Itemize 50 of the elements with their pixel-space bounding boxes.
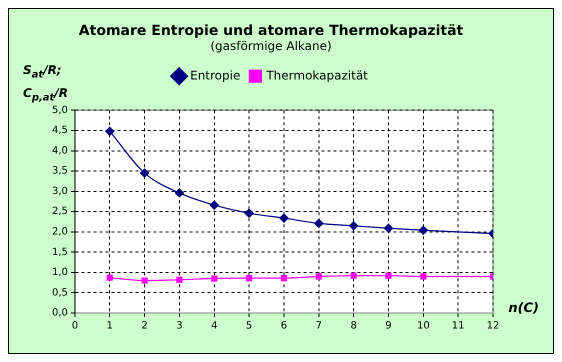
x-tick-label: 0 — [72, 320, 78, 332]
x-tick-label: 6 — [280, 320, 288, 332]
y-tick-label: 3,5 — [52, 166, 68, 177]
chart-title: Atomare Entropie und atomare Thermokapazität — [78, 23, 464, 40]
x-tick-label: 4 — [211, 320, 218, 332]
point — [314, 218, 324, 228]
legend-label: Entropie — [190, 68, 240, 82]
y-tick-label: 3,0 — [52, 186, 68, 197]
y-tick-label: 0,0 — [52, 308, 68, 319]
x-tick-label: 5 — [246, 320, 252, 332]
point — [246, 275, 252, 282]
legend-label: Thermokapazität — [265, 68, 368, 82]
point — [244, 208, 254, 218]
x-tick-label: 12 — [486, 320, 500, 332]
y-tick-label: 5,0 — [52, 104, 68, 116]
point — [279, 213, 289, 223]
point — [105, 126, 114, 136]
chart-subtitle: (gasförmige Alkane) — [210, 39, 332, 54]
x-tick-label: 9 — [385, 320, 392, 332]
point — [176, 276, 183, 283]
point — [384, 224, 394, 233]
point — [385, 272, 392, 279]
y-tick-label: 1,5 — [52, 246, 68, 258]
point — [140, 168, 150, 178]
y-tick-label: 4,0 — [52, 145, 68, 156]
point — [210, 200, 219, 210]
x-tick-label: 10 — [416, 320, 430, 332]
point — [174, 188, 184, 198]
y-tick-label: 4,5 — [52, 125, 68, 136]
x-tick-label: 11 — [452, 320, 465, 332]
point — [280, 275, 288, 282]
x-tick-label: 8 — [350, 320, 357, 332]
point — [420, 273, 426, 280]
point — [350, 272, 357, 279]
point — [106, 274, 113, 281]
x-tick-label: 7 — [316, 320, 322, 332]
y-tick-label: 1,0 — [52, 267, 68, 278]
point — [142, 277, 148, 284]
point — [211, 275, 218, 282]
x-tick-label: 3 — [176, 320, 183, 332]
point — [349, 221, 358, 230]
x-axis-title: n(C) — [508, 300, 539, 318]
x-tick-label: 2 — [141, 320, 148, 332]
text: S$_{at}$/R; C$_{p,at}$/R — [23, 63, 68, 104]
y-tick-label: 2,0 — [52, 226, 68, 238]
x-tick-label: 1 — [106, 320, 113, 332]
point — [418, 226, 428, 235]
point — [316, 273, 322, 280]
y-tick-label: 2,5 — [52, 206, 68, 218]
y-tick-label: 0,5 — [52, 287, 68, 298]
